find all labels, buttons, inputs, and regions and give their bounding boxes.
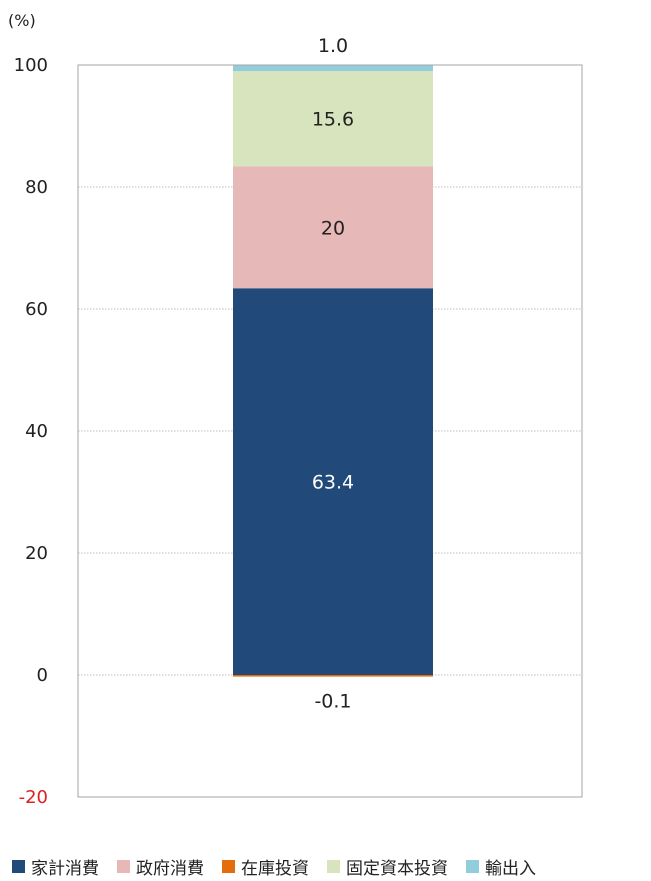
data-label: -0.1 [314, 691, 351, 713]
bar-segment [233, 71, 433, 167]
bar-segment [233, 288, 433, 675]
y-tick-label: -20 [19, 787, 48, 808]
data-label: 63.4 [312, 472, 354, 494]
data-label: 15.6 [312, 109, 354, 131]
legend-label: 政府消費 [136, 858, 204, 879]
legend-swatch [117, 859, 130, 873]
legend-swatch [327, 859, 340, 873]
y-tick-label: 100 [14, 55, 48, 76]
legend-item: 固定資本投資 [327, 854, 448, 879]
legend-item: 在庫投資 [222, 854, 309, 879]
bar-segment [233, 65, 433, 72]
y-axis-ticks: 100 80 60 40 20 0 -20 [14, 55, 48, 808]
plot-area-frame [77, 64, 583, 798]
legend-item: 輸出入 [466, 854, 536, 879]
legend: 家計消費 政府消費 在庫投資 固定資本投資 輸出入 [12, 852, 536, 880]
legend-label: 在庫投資 [241, 858, 309, 879]
legend-swatch [222, 859, 235, 873]
y-tick-label: 40 [25, 421, 48, 442]
legend-item: 政府消費 [117, 854, 204, 879]
legend-item: 家計消費 [12, 854, 99, 879]
legend-label: 輸出入 [485, 858, 536, 879]
legend-label: 固定資本投資 [346, 858, 448, 879]
y-tick-label: 60 [25, 299, 48, 320]
data-label: 1.0 [318, 35, 348, 57]
data-labels: 63.4 20 -0.1 15.6 1.0 [312, 35, 354, 713]
bar-segment [233, 675, 433, 677]
stacked-bar-chart: (%) 100 80 60 40 20 0 -20 63.4 20 -0.1 15.6 1.0 [8, 11, 583, 808]
bar-segments [233, 65, 433, 677]
legend-swatch [466, 859, 479, 873]
y-tick-label: 80 [25, 177, 48, 198]
y-axis-unit-label: (%) [8, 11, 36, 30]
y-tick-label: 20 [25, 543, 48, 564]
y-tick-label: 0 [37, 665, 48, 686]
data-label: 20 [321, 217, 345, 239]
legend-label: 家計消費 [31, 858, 99, 879]
bar-segment [233, 166, 433, 289]
legend-swatch [12, 859, 25, 873]
